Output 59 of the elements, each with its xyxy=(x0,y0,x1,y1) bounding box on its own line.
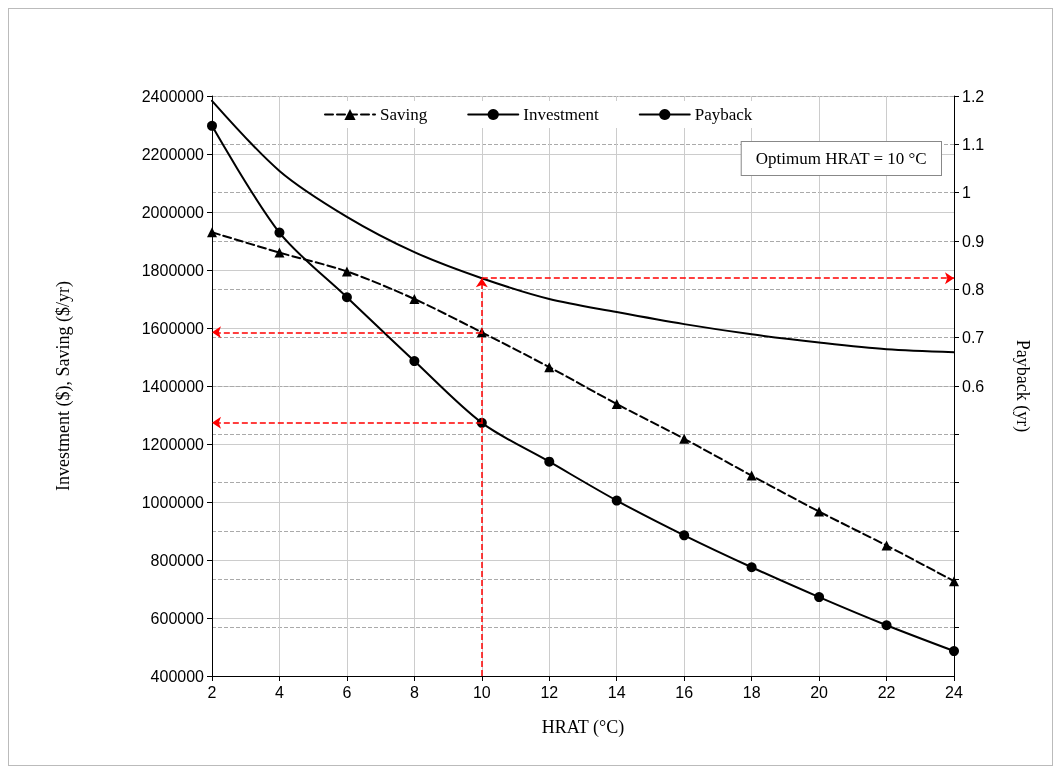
x-tick-label: 8 xyxy=(409,683,419,701)
point xyxy=(207,120,217,131)
point xyxy=(746,470,757,481)
y-tick-label: 400000 xyxy=(150,667,205,685)
y2-tick-label: 0.9 xyxy=(962,232,985,250)
point xyxy=(409,356,420,367)
x-tick-label: 10 xyxy=(472,683,491,701)
y-tick-label: 600000 xyxy=(150,609,205,627)
point xyxy=(949,576,959,587)
y2-tick-label: 1.2 xyxy=(962,87,985,105)
y-tick-label: 1200000 xyxy=(141,435,205,453)
y2-axis-title: Payback (yr) xyxy=(1012,339,1033,433)
point xyxy=(679,433,690,444)
point xyxy=(409,294,420,304)
y2-tick-label: 1 xyxy=(962,184,971,202)
point xyxy=(814,592,825,603)
legend-label: Payback xyxy=(694,105,753,124)
x-tick-label: 4 xyxy=(275,683,284,701)
x-tick-label: 16 xyxy=(675,683,694,701)
y-tick-label: 2400000 xyxy=(141,87,205,105)
x-tick-label: 18 xyxy=(742,683,761,701)
point xyxy=(341,266,352,277)
y-tick-label: 1600000 xyxy=(141,319,205,337)
x-tick-label: 14 xyxy=(607,683,626,701)
legend-label: Investment xyxy=(523,105,600,124)
point xyxy=(679,530,690,541)
x-tick-label: 6 xyxy=(342,683,352,701)
point xyxy=(814,506,825,517)
point xyxy=(207,227,217,238)
point xyxy=(746,562,757,573)
y-tick-label: 1800000 xyxy=(141,261,205,279)
point xyxy=(274,227,285,238)
x-tick-label: 2 xyxy=(207,683,217,701)
x-tick-label: 22 xyxy=(877,683,896,701)
y2-tick-label: 1.1 xyxy=(962,135,985,153)
y-tick-label: 1000000 xyxy=(141,493,205,511)
point xyxy=(949,646,959,657)
y2-tick-label: 0.7 xyxy=(962,329,985,347)
y2-tick-label: 0.6 xyxy=(962,377,985,395)
point xyxy=(611,495,622,506)
x-tick-label: 12 xyxy=(540,683,559,701)
point xyxy=(274,247,285,258)
y-axis-title: Investment ($), Saving ($/yr) xyxy=(53,281,74,491)
legend-label: Saving xyxy=(380,105,428,124)
point xyxy=(544,456,555,467)
annotation: Optimum HRAT = 10 °C xyxy=(755,149,927,168)
point xyxy=(881,620,892,631)
x-axis-title: HRAT (°C) xyxy=(541,717,625,738)
y2-tick-label: 0.8 xyxy=(962,280,985,298)
y-tick-label: 800000 xyxy=(150,551,205,569)
y-tick-label: 1400000 xyxy=(141,377,205,395)
point xyxy=(544,362,555,373)
point xyxy=(611,398,622,409)
y-tick-label: 2200000 xyxy=(141,145,205,163)
point xyxy=(881,540,892,551)
x-tick-label: 20 xyxy=(810,683,829,701)
x-tick-label: 24 xyxy=(945,683,963,701)
y-tick-label: 2000000 xyxy=(141,203,205,221)
point xyxy=(341,292,352,303)
